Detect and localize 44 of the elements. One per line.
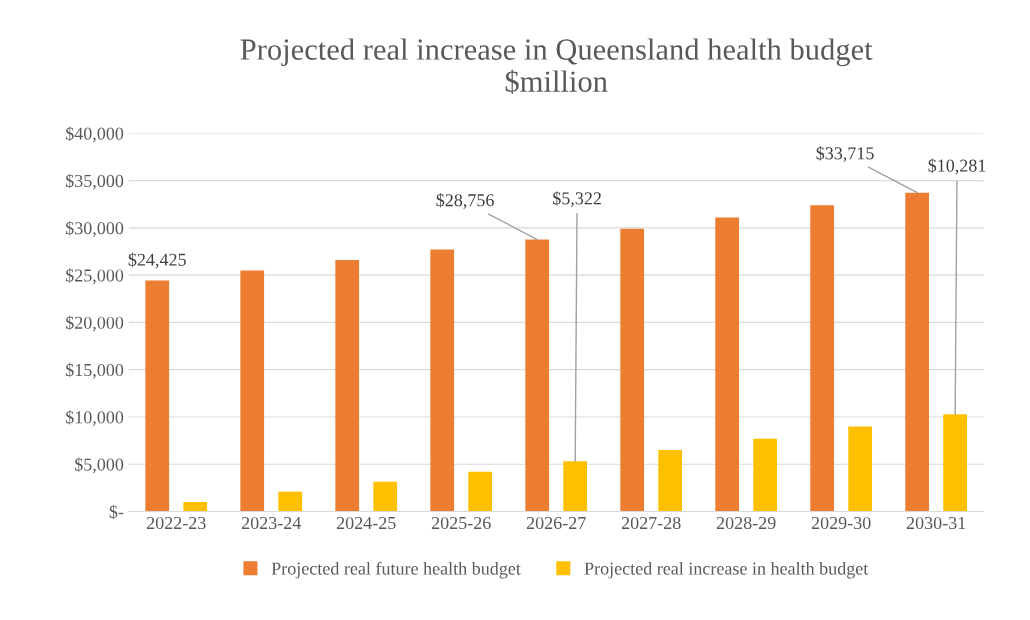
bar [753, 438, 778, 512]
bar [430, 249, 455, 512]
bar [658, 450, 683, 512]
legend-label: Projected real future health budget [271, 561, 521, 579]
x-tick-label: 2029-30 [811, 516, 871, 530]
y-tick-label: $40,000 [65, 126, 124, 143]
x-tick-label: 2030-31 [906, 516, 966, 530]
legend-label: Projected real increase in health budget [584, 561, 869, 579]
bar [563, 461, 588, 512]
data-label: $28,756 [436, 193, 494, 209]
x-tick-label: 2022-23 [146, 516, 206, 530]
bar [848, 426, 873, 512]
bar [183, 502, 208, 512]
bar [525, 239, 550, 512]
bar [943, 414, 968, 512]
bar [468, 471, 493, 512]
data-label: $10,281 [928, 158, 986, 175]
x-tick-label: 2024-25 [336, 516, 396, 530]
y-tick-label: $25,000 [65, 268, 124, 285]
x-tick-label: 2028-29 [716, 516, 776, 530]
bar [335, 260, 360, 512]
data-label: $24,425 [128, 252, 186, 269]
bar [715, 217, 740, 512]
y-tick-label: $20,000 [65, 315, 124, 332]
data-label: $5,322 [553, 191, 601, 208]
bar [620, 228, 645, 512]
x-tick-label: 2025-26 [431, 516, 491, 530]
y-tick-label: $30,000 [65, 221, 124, 237]
y-tick-label: $35,000 [65, 173, 124, 190]
x-tick-label: 2027-28 [621, 516, 681, 530]
bar [240, 270, 265, 512]
y-tick-label: $- [109, 504, 124, 520]
x-tick-label: 2026-27 [526, 516, 586, 530]
y-tick-label: $5,000 [75, 457, 124, 474]
bar [810, 205, 835, 512]
bar [278, 491, 303, 512]
chart-title: Projected real increase in Queensland health budget $million [240, 38, 873, 94]
x-tick-label: 2023-24 [241, 516, 302, 530]
bar [905, 192, 930, 512]
y-tick-label: $15,000 [65, 362, 124, 379]
y-tick-label: $10,000 [65, 410, 124, 426]
bar [145, 280, 170, 512]
data-label: $33,715 [816, 146, 874, 163]
bar [373, 481, 398, 512]
